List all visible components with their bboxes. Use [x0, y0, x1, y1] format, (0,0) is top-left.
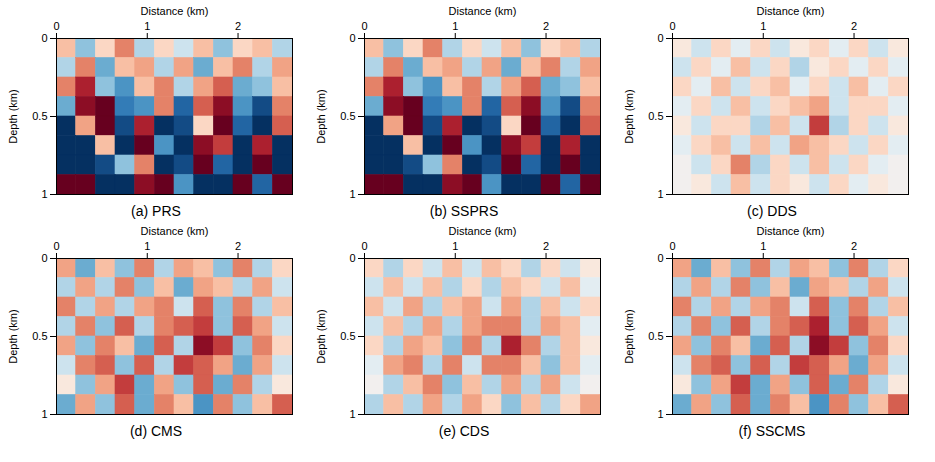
- svg-text:1: 1: [349, 188, 355, 200]
- svg-text:2: 2: [543, 20, 549, 32]
- svg-text:0: 0: [41, 252, 47, 264]
- svg-text:0: 0: [669, 240, 675, 252]
- svg-text:0: 0: [53, 20, 59, 32]
- svg-text:2: 2: [543, 240, 549, 252]
- svg-text:2: 2: [851, 20, 857, 32]
- svg-text:1: 1: [657, 408, 663, 420]
- html-text:(a) PRS: (a) PRS: [131, 203, 181, 219]
- svg-text:0.5: 0.5: [32, 110, 47, 122]
- html-text:(b) SSPRS: (b) SSPRS: [429, 203, 499, 219]
- svg-text:Depth (km): Depth (km): [315, 309, 327, 363]
- html-text:(e) CDS: (e) CDS: [438, 423, 490, 439]
- html-text:(f) SSCMS: (f) SSCMS: [738, 423, 806, 439]
- svg-text:Depth (km): Depth (km): [623, 309, 635, 363]
- svg-text:Distance (km): Distance (km): [757, 5, 825, 17]
- svg-text:0: 0: [349, 252, 355, 264]
- svg-text:0: 0: [361, 240, 367, 252]
- svg-text:1: 1: [760, 20, 766, 32]
- svg-text:1: 1: [452, 240, 458, 252]
- svg-text:2: 2: [851, 240, 857, 252]
- svg-text:2: 2: [235, 240, 241, 252]
- svg-text:Depth (km): Depth (km): [7, 89, 19, 143]
- svg-text:0.5: 0.5: [32, 330, 47, 342]
- svg-text:1: 1: [41, 188, 47, 200]
- svg-text:1: 1: [657, 188, 663, 200]
- svg-text:0: 0: [41, 32, 47, 44]
- svg-text:Depth (km): Depth (km): [623, 89, 635, 143]
- html-text:(c) DDS: (c) DDS: [747, 203, 797, 219]
- svg-text:0: 0: [657, 252, 663, 264]
- svg-text:0.5: 0.5: [340, 330, 355, 342]
- svg-text:2: 2: [235, 20, 241, 32]
- svg-text:Depth (km): Depth (km): [7, 309, 19, 363]
- svg-text:1: 1: [760, 240, 766, 252]
- svg-text:1: 1: [41, 408, 47, 420]
- svg-text:0: 0: [53, 240, 59, 252]
- svg-text:Distance (km): Distance (km): [757, 225, 825, 237]
- svg-text:1: 1: [349, 408, 355, 420]
- svg-text:Distance (km): Distance (km): [141, 225, 209, 237]
- svg-text:1: 1: [144, 20, 150, 32]
- svg-text:1: 1: [144, 240, 150, 252]
- svg-text:1: 1: [452, 20, 458, 32]
- svg-text:Distance (km): Distance (km): [141, 5, 209, 17]
- svg-text:0: 0: [349, 32, 355, 44]
- svg-text:0.5: 0.5: [648, 110, 663, 122]
- svg-text:Depth (km): Depth (km): [315, 89, 327, 143]
- svg-text:Distance (km): Distance (km): [449, 5, 517, 17]
- svg-text:0.5: 0.5: [340, 110, 355, 122]
- svg-text:0.5: 0.5: [648, 330, 663, 342]
- html-text:(d) CMS: (d) CMS: [129, 423, 183, 439]
- svg-text:0: 0: [669, 20, 675, 32]
- svg-text:0: 0: [361, 20, 367, 32]
- svg-text:0: 0: [657, 32, 663, 44]
- svg-text:Distance (km): Distance (km): [449, 225, 517, 237]
